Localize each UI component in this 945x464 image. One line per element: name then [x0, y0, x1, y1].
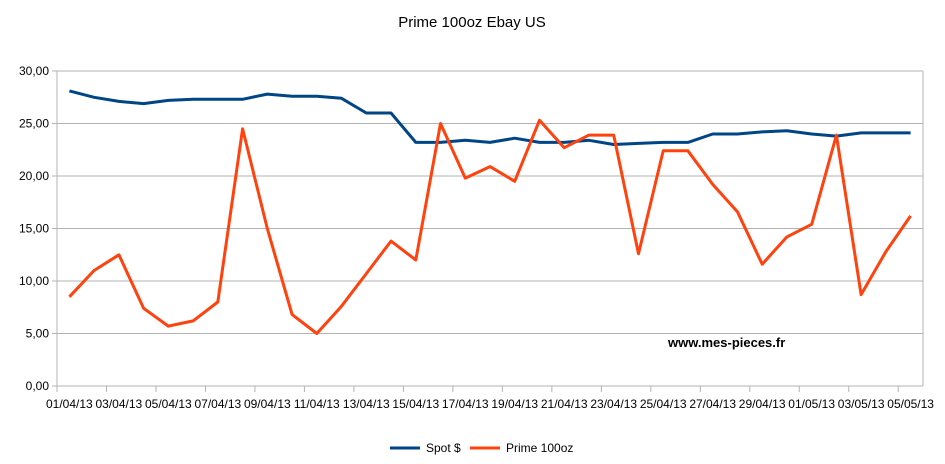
x-tick-label: 29/04/13: [739, 397, 786, 411]
x-tick-label: 17/04/13: [442, 397, 489, 411]
y-tick-label: 25,00: [19, 117, 49, 131]
y-tick-label: 10,00: [19, 274, 49, 288]
x-tick-label: 21/04/13: [541, 397, 588, 411]
x-tick-label: 09/04/13: [244, 397, 291, 411]
x-tick-label: 27/04/13: [689, 397, 736, 411]
chart-title: Prime 100oz Ebay US: [398, 14, 546, 31]
series-line-0: [69, 91, 910, 145]
x-tick-label: 07/04/13: [194, 397, 241, 411]
x-tick-label: 01/04/13: [46, 397, 93, 411]
x-tick-label: 03/05/13: [838, 397, 885, 411]
x-tick-label: 25/04/13: [640, 397, 687, 411]
watermark: www.mes-pieces.fr: [667, 335, 785, 350]
y-tick-label: 15,00: [19, 222, 49, 236]
x-tick-label: 05/04/13: [145, 397, 192, 411]
x-tick-label: 15/04/13: [392, 397, 439, 411]
y-tick-label: 0,00: [26, 379, 50, 393]
legend-label: Spot $: [426, 441, 461, 455]
x-tick-label: 05/05/13: [887, 397, 934, 411]
legend-label: Prime 100oz: [506, 441, 573, 455]
y-tick-label: 5,00: [26, 327, 50, 341]
x-tick-label: 13/04/13: [343, 397, 390, 411]
x-tick-label: 01/05/13: [788, 397, 835, 411]
x-tick-label: 23/04/13: [590, 397, 637, 411]
y-tick-label: 20,00: [19, 169, 49, 183]
x-tick-label: 03/04/13: [95, 397, 142, 411]
x-tick-label: 19/04/13: [491, 397, 538, 411]
x-tick-label: 11/04/13: [294, 397, 340, 411]
series-line-1: [69, 120, 910, 333]
y-tick-label: 30,00: [19, 64, 49, 78]
